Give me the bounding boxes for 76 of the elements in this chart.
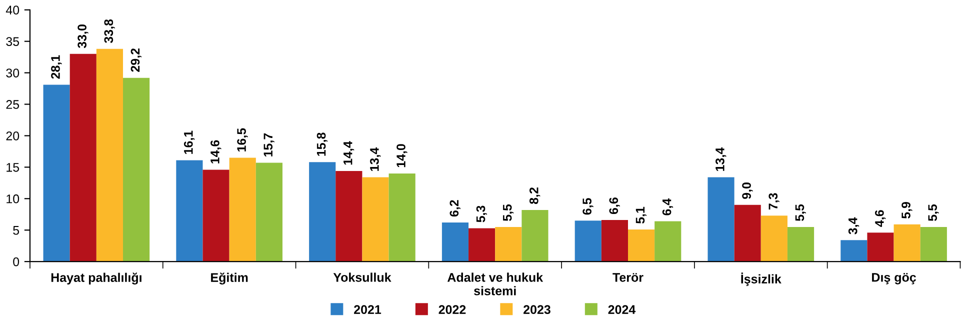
bar bbox=[229, 158, 256, 262]
x-tick-label: Terör bbox=[612, 273, 644, 282]
bar bbox=[495, 226, 522, 262]
bar bbox=[628, 229, 655, 262]
legend-label: 2024 bbox=[608, 305, 636, 314]
bar bbox=[734, 204, 761, 262]
bar bbox=[840, 240, 868, 262]
y-tick-label: 20 bbox=[6, 132, 20, 140]
bar bbox=[43, 84, 70, 262]
data-label: 5,5 bbox=[795, 204, 806, 222]
data-label: 14,0 bbox=[396, 144, 408, 168]
legend-label: 2022 bbox=[438, 305, 466, 314]
bar bbox=[96, 48, 123, 262]
x-tick-label: Yoksulluk bbox=[333, 272, 392, 282]
bar bbox=[442, 222, 469, 262]
data-label: 5,5 bbox=[928, 204, 939, 222]
bar bbox=[920, 226, 947, 262]
y-tick-label: 10 bbox=[6, 194, 20, 204]
data-label: 6,2 bbox=[450, 200, 460, 217]
data-label: 9,0 bbox=[742, 182, 753, 199]
data-label: 3,4 bbox=[848, 217, 860, 234]
bar bbox=[256, 162, 282, 262]
data-label: 6,5 bbox=[582, 198, 594, 215]
y-tick-label: 15 bbox=[6, 163, 20, 172]
bar bbox=[309, 162, 336, 262]
bar bbox=[336, 170, 362, 262]
data-label: 5,1 bbox=[636, 206, 646, 224]
x-tick-label: İşsizlik bbox=[741, 272, 782, 286]
data-label: 33,0 bbox=[78, 24, 88, 48]
data-label: 6,4 bbox=[662, 198, 674, 216]
data-label: 4,6 bbox=[875, 210, 886, 227]
bar bbox=[70, 54, 96, 262]
data-label: 15,8 bbox=[316, 132, 328, 156]
bar bbox=[760, 216, 788, 262]
bar bbox=[654, 221, 682, 262]
data-label: 15,7 bbox=[264, 133, 274, 156]
y-tick-label: 40 bbox=[6, 6, 20, 15]
data-label: 8,2 bbox=[529, 188, 540, 204]
y-tick-label: 30 bbox=[6, 68, 20, 78]
data-label: 5,9 bbox=[902, 202, 912, 218]
bar bbox=[787, 226, 814, 262]
data-label: 28,1 bbox=[51, 55, 62, 79]
data-label: 16,1 bbox=[184, 130, 195, 154]
y-tick-label: 35 bbox=[6, 37, 20, 46]
data-label: 33,8 bbox=[104, 19, 115, 44]
y-tick-label: 25 bbox=[6, 100, 20, 109]
bar bbox=[601, 220, 628, 262]
bar bbox=[176, 160, 203, 262]
bar bbox=[708, 177, 734, 262]
x-tick-label: Dış göç bbox=[872, 273, 916, 284]
data-label: 13,4 bbox=[716, 147, 726, 171]
y-tick-label: 5 bbox=[13, 226, 20, 235]
bar bbox=[894, 224, 920, 262]
bar bbox=[522, 210, 548, 262]
bar bbox=[867, 232, 894, 262]
bar bbox=[362, 177, 389, 262]
x-tick-label: Hayat pahalılığı bbox=[51, 272, 142, 285]
data-label: 14,4 bbox=[344, 141, 354, 165]
bar bbox=[574, 220, 602, 262]
legend-label: 2023 bbox=[524, 305, 550, 314]
y-tick-label: 0 bbox=[13, 257, 20, 266]
data-label: 14,6 bbox=[210, 140, 222, 164]
legend-label: 2021 bbox=[354, 305, 382, 314]
x-tick-label: Adalet ve hukuk sistemi bbox=[447, 272, 544, 296]
data-label: 13,4 bbox=[370, 147, 381, 171]
bar bbox=[388, 173, 416, 262]
data-label: 7,3 bbox=[768, 193, 780, 210]
bar bbox=[468, 228, 496, 262]
data-label: 6,6 bbox=[609, 198, 620, 214]
data-label: 5,3 bbox=[476, 206, 487, 222]
x-tick-label: Eğitim bbox=[211, 272, 248, 285]
data-label: 5,5 bbox=[503, 204, 514, 222]
bar bbox=[202, 170, 230, 262]
data-label: 29,2 bbox=[130, 48, 142, 72]
bar bbox=[123, 78, 150, 262]
data-label: 16,5 bbox=[237, 128, 248, 152]
